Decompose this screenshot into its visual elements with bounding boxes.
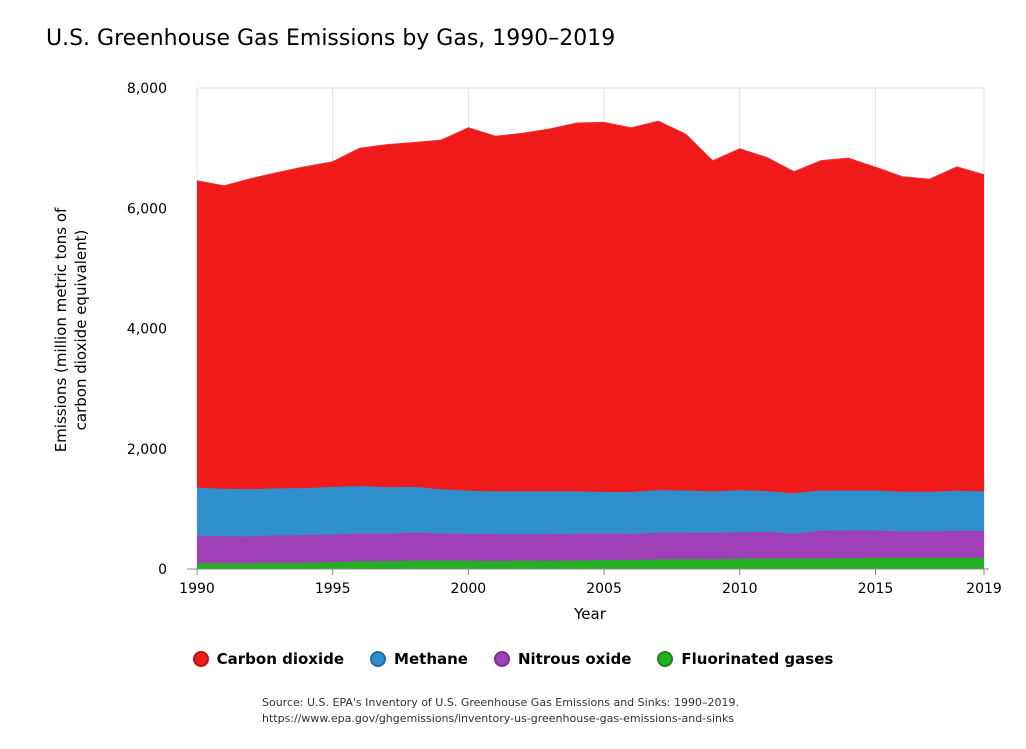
y-axis-label-line1: Emissions (million metric tons of: [52, 207, 70, 452]
source-url: https://www.epa.gov/ghgemissions/invento…: [262, 712, 735, 725]
x-axis-label: Year: [573, 605, 607, 623]
source-note: Source: U.S. EPA's Inventory of U.S. Gre…: [262, 695, 739, 727]
y-tick-label: 6,000: [127, 201, 167, 217]
y-tick-label: 4,000: [127, 322, 167, 338]
x-tick-label: 1990: [179, 581, 215, 597]
source-text: Source: U.S. EPA's Inventory of U.S. Gre…: [262, 696, 739, 709]
legend-label: Nitrous oxide: [517, 650, 632, 668]
area-fluorinated-gases[interactable]: [197, 557, 984, 569]
y-tick-label: 2,000: [127, 442, 167, 458]
area-layer: [196, 120, 985, 569]
area-nitrous-oxide[interactable]: [197, 530, 984, 564]
area-carbon-dioxide[interactable]: [197, 121, 984, 494]
line-carbon-dioxide: [196, 120, 985, 188]
x-tick-label: 2015: [858, 581, 894, 597]
legend-label: Fluorinated gases: [681, 650, 834, 668]
area-chart: 0 2,000 4,000 6,000 8,000 1990 1995 2000 2005 201…: [52, 81, 1002, 623]
legend-item-carbon-dioxide[interactable]: Carbon dioxide: [192, 650, 345, 668]
area-methane[interactable]: [197, 486, 984, 537]
legend-label: Carbon dioxide: [216, 650, 345, 668]
legend-swatch-methane: [370, 651, 387, 667]
legend-swatch-carbon-dioxide: [192, 651, 209, 667]
chart-title: U.S. Greenhouse Gas Emissions by Gas, 19…: [46, 26, 616, 51]
x-tick-label: 2000: [451, 581, 487, 597]
legend: Carbon dioxide Methane Nitrous oxide Flu…: [0, 650, 1026, 668]
y-tick-label: 8,000: [127, 81, 167, 97]
x-tick-label: 2019: [966, 581, 1002, 597]
legend-item-methane[interactable]: Methane: [370, 650, 468, 668]
x-tick-label: 2005: [586, 581, 622, 597]
legend-swatch-nitrous-oxide: [493, 651, 510, 667]
legend-label: Methane: [394, 650, 468, 668]
legend-item-fluorinated-gases[interactable]: Fluorinated gases: [657, 650, 833, 668]
y-tick-label: 0: [158, 562, 167, 578]
x-tick-label: 1995: [315, 581, 351, 597]
legend-item-nitrous-oxide[interactable]: Nitrous oxide: [493, 650, 632, 668]
axis-layer: 0 2,000 4,000 6,000 8,000 1990 1995 2000 2005 201…: [127, 81, 1002, 597]
legend-swatch-fluorinated-gases: [657, 651, 674, 667]
y-axis-label-line2: carbon dioxide equivalent): [72, 230, 90, 431]
x-tick-label: 2010: [722, 581, 758, 597]
